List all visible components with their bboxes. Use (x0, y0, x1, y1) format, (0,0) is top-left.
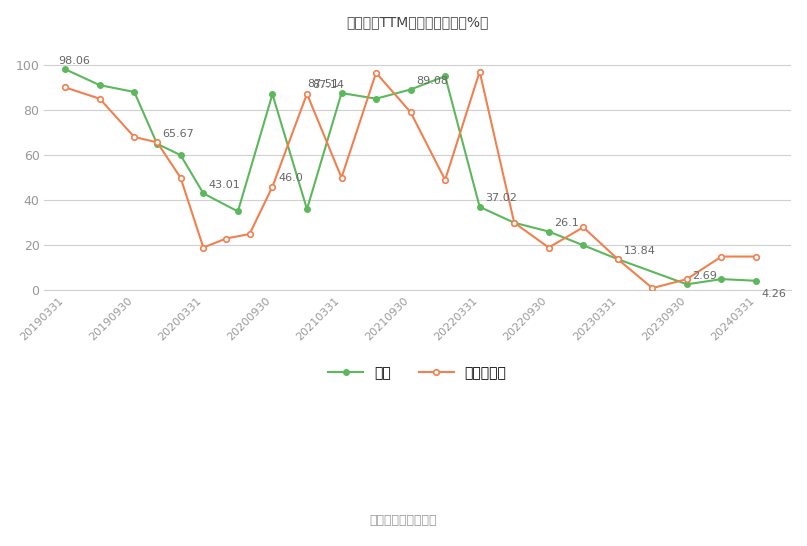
行业中位数 (268, 183, 278, 190)
行业中位数 (544, 244, 554, 251)
行业中位数 (441, 176, 450, 183)
公司 (371, 96, 381, 102)
行业中位数 (475, 68, 484, 75)
Text: 26.1: 26.1 (554, 218, 579, 228)
Text: 89.08: 89.08 (416, 76, 448, 86)
公司 (302, 206, 312, 212)
公司 (406, 86, 416, 93)
公司 (233, 208, 243, 215)
Text: 43.01: 43.01 (209, 180, 240, 190)
行业中位数 (129, 134, 139, 140)
公司 (751, 277, 761, 284)
行业中位数 (337, 174, 346, 181)
Legend: 公司, 行业中位数: 公司, 行业中位数 (323, 360, 512, 385)
Text: 37.02: 37.02 (485, 193, 517, 203)
行业中位数 (245, 231, 254, 238)
公司 (153, 140, 162, 147)
行业中位数 (153, 139, 162, 146)
Text: 13.84: 13.84 (623, 246, 655, 256)
行业中位数 (751, 253, 761, 260)
公司 (544, 228, 554, 235)
公司 (61, 66, 70, 73)
行业中位数 (371, 69, 381, 76)
行业中位数 (176, 174, 186, 181)
公司 (95, 82, 105, 88)
行业中位数 (509, 219, 519, 226)
行业中位数 (199, 244, 208, 251)
公司 (176, 152, 186, 158)
公司 (337, 90, 346, 96)
Text: 98.06: 98.06 (58, 56, 90, 66)
行业中位数 (95, 96, 105, 102)
公司 (441, 73, 450, 79)
Text: 2.69: 2.69 (692, 271, 717, 281)
公司 (475, 204, 484, 210)
公司 (509, 219, 519, 226)
Text: 65.67: 65.67 (163, 129, 194, 139)
行业中位数 (717, 253, 726, 260)
行业中位数 (221, 235, 231, 242)
公司 (199, 190, 208, 197)
公司 (682, 281, 692, 288)
Text: 87.51: 87.51 (307, 80, 339, 90)
公司 (268, 91, 278, 98)
公司 (129, 88, 139, 95)
Text: 87.14: 87.14 (312, 80, 345, 90)
公司 (613, 256, 623, 263)
行业中位数 (302, 91, 312, 97)
Line: 行业中位数: 行业中位数 (62, 69, 759, 291)
Text: 数据来源：恒生聚源: 数据来源：恒生聚源 (370, 514, 437, 527)
行业中位数 (61, 84, 70, 91)
行业中位数 (613, 256, 623, 263)
Title: 市销率（TTM）历史百分位（%）: 市销率（TTM）历史百分位（%） (346, 15, 489, 29)
行业中位数 (682, 276, 692, 282)
公司 (717, 276, 726, 282)
行业中位数 (579, 224, 588, 230)
Text: 46.0: 46.0 (278, 173, 303, 183)
Text: 4.26: 4.26 (762, 289, 786, 299)
行业中位数 (406, 109, 416, 116)
公司 (579, 242, 588, 248)
Line: 公司: 公司 (62, 67, 759, 287)
行业中位数 (647, 285, 657, 292)
